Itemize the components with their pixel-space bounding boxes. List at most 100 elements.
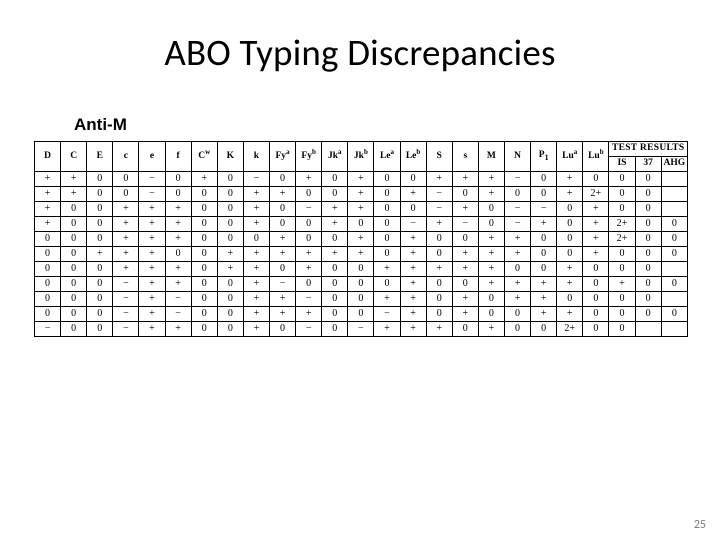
cell: − xyxy=(139,172,165,187)
cell: + xyxy=(531,307,557,322)
cell: + xyxy=(113,232,139,247)
cell: 0 xyxy=(191,217,217,232)
cell: 0 xyxy=(504,262,530,277)
table-row: 000−++00+−0000+00++++0+00 xyxy=(35,277,688,292)
cell: + xyxy=(557,187,583,202)
cell: + xyxy=(504,247,530,262)
cell: 0 xyxy=(61,232,87,247)
cell: + xyxy=(217,247,243,262)
cell: + xyxy=(400,307,426,322)
cell: 2+ xyxy=(609,217,635,232)
cell: 0 xyxy=(635,217,661,232)
cell: 0 xyxy=(609,202,635,217)
cell: 0 xyxy=(191,322,217,337)
table-row: ++00−0+0−0+0+00+++−0+000 xyxy=(35,172,688,187)
cell: − xyxy=(296,292,322,307)
cell: + xyxy=(113,247,139,262)
table-row: 00+++00++++++0+0+++00+000 xyxy=(35,247,688,262)
cell: − xyxy=(296,322,322,337)
cell: 0 xyxy=(531,172,557,187)
cell: 2+ xyxy=(609,232,635,247)
col-p1: P1 xyxy=(531,142,557,172)
cell: − xyxy=(504,217,530,232)
cell: + xyxy=(87,247,113,262)
cell: + xyxy=(139,262,165,277)
col-s: S xyxy=(426,142,452,172)
cell: 0 xyxy=(191,262,217,277)
cell: 0 xyxy=(557,232,583,247)
cell: 0 xyxy=(35,292,61,307)
cell: + xyxy=(243,262,269,277)
col-lub: Lub xyxy=(583,142,609,172)
cell: + xyxy=(139,322,165,337)
cell: + xyxy=(557,172,583,187)
cell: + xyxy=(557,277,583,292)
cell: 0 xyxy=(217,232,243,247)
antigen-panel-table: DCEcefCwKkFyaFybJkaJkbLeaLebSsMNP1LuaLub… xyxy=(34,141,688,337)
cell: 0 xyxy=(557,247,583,262)
cell: 0 xyxy=(217,292,243,307)
cell: + xyxy=(400,277,426,292)
cell: + xyxy=(400,247,426,262)
cell: + xyxy=(165,217,191,232)
cell: − xyxy=(113,277,139,292)
cell: + xyxy=(348,172,374,187)
cell: + xyxy=(478,322,504,337)
cell: 0 xyxy=(635,277,661,292)
cell: 0 xyxy=(296,187,322,202)
cell: 0 xyxy=(269,172,295,187)
panel-label: Anti-M xyxy=(74,115,682,135)
cell: 0 xyxy=(87,292,113,307)
cell: 0 xyxy=(400,202,426,217)
cell: 0 xyxy=(35,277,61,292)
cell: 0 xyxy=(374,277,400,292)
cell: − xyxy=(113,307,139,322)
cell: − xyxy=(374,307,400,322)
col-c: c xyxy=(113,142,139,172)
cell: 0 xyxy=(35,307,61,322)
cell: − xyxy=(35,322,61,337)
cell: − xyxy=(504,172,530,187)
cell: + xyxy=(269,187,295,202)
cell: + xyxy=(478,172,504,187)
cell: + xyxy=(35,172,61,187)
cell: 0 xyxy=(583,307,609,322)
cell: + xyxy=(426,262,452,277)
cell: + xyxy=(374,262,400,277)
cell: + xyxy=(557,262,583,277)
cell: + xyxy=(531,277,557,292)
cell: 0 xyxy=(348,217,374,232)
cell: 0 xyxy=(452,232,478,247)
cell: + xyxy=(452,262,478,277)
cell: 0 xyxy=(35,247,61,262)
cell: + xyxy=(583,217,609,232)
cell: + xyxy=(348,202,374,217)
cell: + xyxy=(243,322,269,337)
table-row: 000−+−00+++00−+0+00++0000 xyxy=(35,307,688,322)
cell: 2+ xyxy=(557,322,583,337)
cell: 0 xyxy=(87,202,113,217)
cell: 0 xyxy=(348,292,374,307)
cell: 0 xyxy=(583,322,609,337)
cell: + xyxy=(400,232,426,247)
cell xyxy=(661,292,687,307)
cell: + xyxy=(61,187,87,202)
cell: + xyxy=(322,247,348,262)
cell: 0 xyxy=(531,262,557,277)
cell: 0 xyxy=(426,247,452,262)
cell: + xyxy=(269,292,295,307)
cell: 0 xyxy=(348,277,374,292)
cell: + xyxy=(243,202,269,217)
cell: 0 xyxy=(583,172,609,187)
cell: + xyxy=(322,202,348,217)
cell: 0 xyxy=(269,202,295,217)
cell: − xyxy=(296,202,322,217)
cell: 0 xyxy=(531,247,557,262)
cell: + xyxy=(113,217,139,232)
cell: + xyxy=(400,322,426,337)
table-row: +00+++00+00+00−+−0−+0+2+00 xyxy=(35,217,688,232)
cell: + xyxy=(452,307,478,322)
cell: 0 xyxy=(504,322,530,337)
cell: + xyxy=(269,247,295,262)
cell: 0 xyxy=(217,187,243,202)
